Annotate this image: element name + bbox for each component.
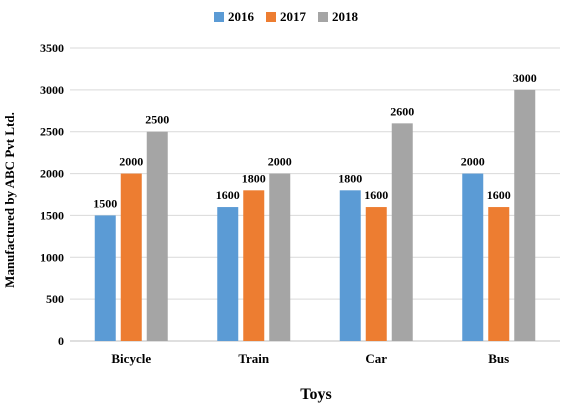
data-label: 1500 xyxy=(93,196,117,210)
data-label: 1800 xyxy=(338,171,362,185)
bar-train-2017 xyxy=(243,190,265,341)
data-labels: 1500200025001600180020001800160026002000… xyxy=(93,71,537,211)
legend-label: 2017 xyxy=(280,9,307,24)
bar-bicycle-2018 xyxy=(146,131,168,341)
x-tick-labels: Bicycle Train Car Bus xyxy=(111,351,509,366)
data-label: 2600 xyxy=(390,104,414,118)
legend-label: 2018 xyxy=(332,9,359,24)
bar-train-2016 xyxy=(217,207,239,341)
data-label: 2500 xyxy=(145,113,169,127)
x-tick-label: Car xyxy=(365,351,387,366)
legend-swatch-2017 xyxy=(266,12,276,22)
x-tick-label: Bicycle xyxy=(111,351,151,366)
data-label: 2000 xyxy=(461,155,485,169)
legend-label: 2016 xyxy=(228,9,255,24)
bars xyxy=(94,89,536,341)
y-tick-label: 500 xyxy=(46,292,64,306)
x-tick-label: Bus xyxy=(488,351,509,366)
bar-car-2017 xyxy=(365,207,387,341)
data-label: 1600 xyxy=(364,188,388,202)
bar-bus-2017 xyxy=(488,207,510,341)
legend-swatch-2018 xyxy=(318,12,328,22)
y-tick-label: 3000 xyxy=(40,83,64,97)
data-label: 1800 xyxy=(242,171,266,185)
bar-car-2016 xyxy=(339,190,361,341)
x-axis-label: Toys xyxy=(300,386,331,403)
data-label: 1600 xyxy=(216,188,240,202)
y-tick-label: 0 xyxy=(58,334,64,348)
bar-car-2018 xyxy=(391,123,413,341)
y-tick-label: 2000 xyxy=(40,167,64,181)
bar-bicycle-2017 xyxy=(120,173,142,341)
y-tick-label: 1500 xyxy=(40,208,64,222)
bar-bus-2018 xyxy=(514,89,536,341)
data-label: 2000 xyxy=(119,155,143,169)
data-label: 3000 xyxy=(513,71,537,85)
y-tick-label: 3500 xyxy=(40,41,64,55)
y-tick-labels: 0 500 1000 1500 2000 2500 3000 3500 xyxy=(40,41,64,348)
bar-bicycle-2016 xyxy=(94,215,116,341)
y-axis-label: Manufactured by ABC Pvt Ltd. xyxy=(2,112,17,288)
legend: 2016 2017 2018 xyxy=(214,9,359,24)
legend-swatch-2016 xyxy=(214,12,224,22)
y-tick-label: 1000 xyxy=(40,250,64,264)
bar-bus-2016 xyxy=(462,173,484,341)
x-tick-label: Train xyxy=(238,351,270,366)
y-tick-label: 2500 xyxy=(40,125,64,139)
bar-train-2018 xyxy=(269,173,291,341)
data-label: 1600 xyxy=(487,188,511,202)
data-label: 2000 xyxy=(268,155,292,169)
